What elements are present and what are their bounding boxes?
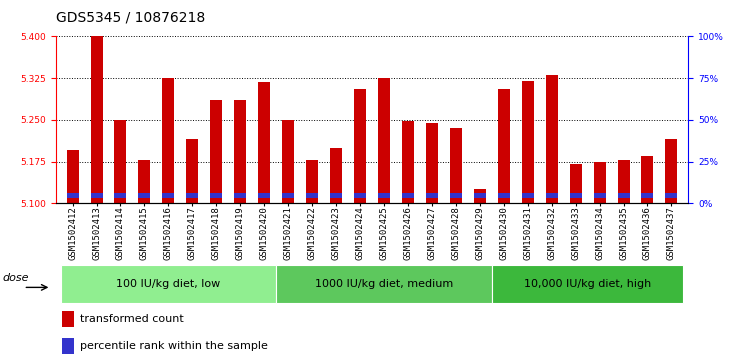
Bar [426, 123, 438, 203]
Bar [354, 89, 366, 203]
Text: GSM1502432: GSM1502432 [547, 206, 557, 260]
Bar [474, 189, 486, 203]
Bar [545, 75, 558, 203]
Text: GSM1502417: GSM1502417 [187, 206, 197, 260]
Text: percentile rank within the sample: percentile rank within the sample [80, 341, 268, 351]
Bar [522, 193, 533, 198]
Bar [91, 193, 103, 198]
Bar [618, 193, 629, 198]
Text: GSM1502430: GSM1502430 [499, 206, 508, 260]
Text: GSM1502416: GSM1502416 [164, 206, 173, 260]
Bar [641, 156, 653, 203]
Text: GSM1502424: GSM1502424 [356, 206, 365, 260]
Text: 1000 IU/kg diet, medium: 1000 IU/kg diet, medium [315, 279, 453, 289]
Text: GSM1502434: GSM1502434 [595, 206, 604, 260]
Text: GSM1502413: GSM1502413 [92, 206, 101, 260]
Text: GSM1502436: GSM1502436 [643, 206, 652, 260]
Bar [330, 193, 342, 198]
Bar [306, 193, 318, 198]
Text: GSM1502412: GSM1502412 [68, 206, 77, 260]
Bar [378, 78, 390, 203]
Bar [594, 162, 606, 203]
Bar [138, 193, 150, 198]
Bar [91, 36, 103, 203]
Bar [186, 193, 199, 198]
Bar [282, 120, 294, 203]
Bar [162, 78, 174, 203]
Bar [66, 193, 79, 198]
Bar [354, 193, 366, 198]
Bar [402, 121, 414, 203]
Bar [570, 164, 582, 203]
Text: GSM1502429: GSM1502429 [475, 206, 484, 260]
Text: GSM1502415: GSM1502415 [140, 206, 149, 260]
Text: GSM1502427: GSM1502427 [427, 206, 437, 260]
Bar [378, 193, 390, 198]
Text: GSM1502425: GSM1502425 [379, 206, 388, 260]
Text: 100 IU/kg diet, low: 100 IU/kg diet, low [116, 279, 220, 289]
Text: GDS5345 / 10876218: GDS5345 / 10876218 [56, 11, 205, 25]
Bar [570, 193, 582, 198]
Text: GSM1502414: GSM1502414 [116, 206, 125, 260]
Text: GSM1502418: GSM1502418 [212, 206, 221, 260]
Bar [330, 148, 342, 203]
Text: GSM1502421: GSM1502421 [283, 206, 292, 260]
Bar [618, 160, 629, 203]
Text: GSM1502420: GSM1502420 [260, 206, 269, 260]
Bar [594, 193, 606, 198]
Bar [162, 193, 174, 198]
Bar [498, 89, 510, 203]
Bar [665, 193, 678, 198]
Bar [258, 82, 270, 203]
Bar [522, 81, 533, 203]
Text: GSM1502437: GSM1502437 [667, 206, 676, 260]
Text: GSM1502419: GSM1502419 [236, 206, 245, 260]
Bar [492, 265, 684, 303]
Bar [234, 193, 246, 198]
Text: dose: dose [3, 273, 29, 283]
Bar [234, 100, 246, 203]
Bar [115, 193, 126, 198]
Text: transformed count: transformed count [80, 314, 184, 324]
Text: GSM1502431: GSM1502431 [523, 206, 532, 260]
Bar [498, 193, 510, 198]
Text: GSM1502423: GSM1502423 [332, 206, 341, 260]
Bar [402, 193, 414, 198]
Bar [62, 338, 74, 354]
Text: GSM1502426: GSM1502426 [403, 206, 412, 260]
Bar [60, 265, 276, 303]
Bar [138, 160, 150, 203]
Bar [211, 100, 222, 203]
Bar [282, 193, 294, 198]
Bar [306, 160, 318, 203]
Bar [450, 193, 462, 198]
Bar [426, 193, 438, 198]
Text: GSM1502435: GSM1502435 [619, 206, 628, 260]
Bar [115, 120, 126, 203]
Bar [258, 193, 270, 198]
Bar [545, 193, 558, 198]
Text: 10,000 IU/kg diet, high: 10,000 IU/kg diet, high [524, 279, 651, 289]
Bar [276, 265, 492, 303]
Bar [211, 193, 222, 198]
Bar [62, 311, 74, 327]
Text: GSM1502428: GSM1502428 [452, 206, 461, 260]
Text: GSM1502433: GSM1502433 [571, 206, 580, 260]
Bar [641, 193, 653, 198]
Bar [474, 193, 486, 198]
Bar [186, 139, 199, 203]
Bar [66, 150, 79, 203]
Bar [665, 139, 678, 203]
Bar [450, 128, 462, 203]
Text: GSM1502422: GSM1502422 [307, 206, 317, 260]
